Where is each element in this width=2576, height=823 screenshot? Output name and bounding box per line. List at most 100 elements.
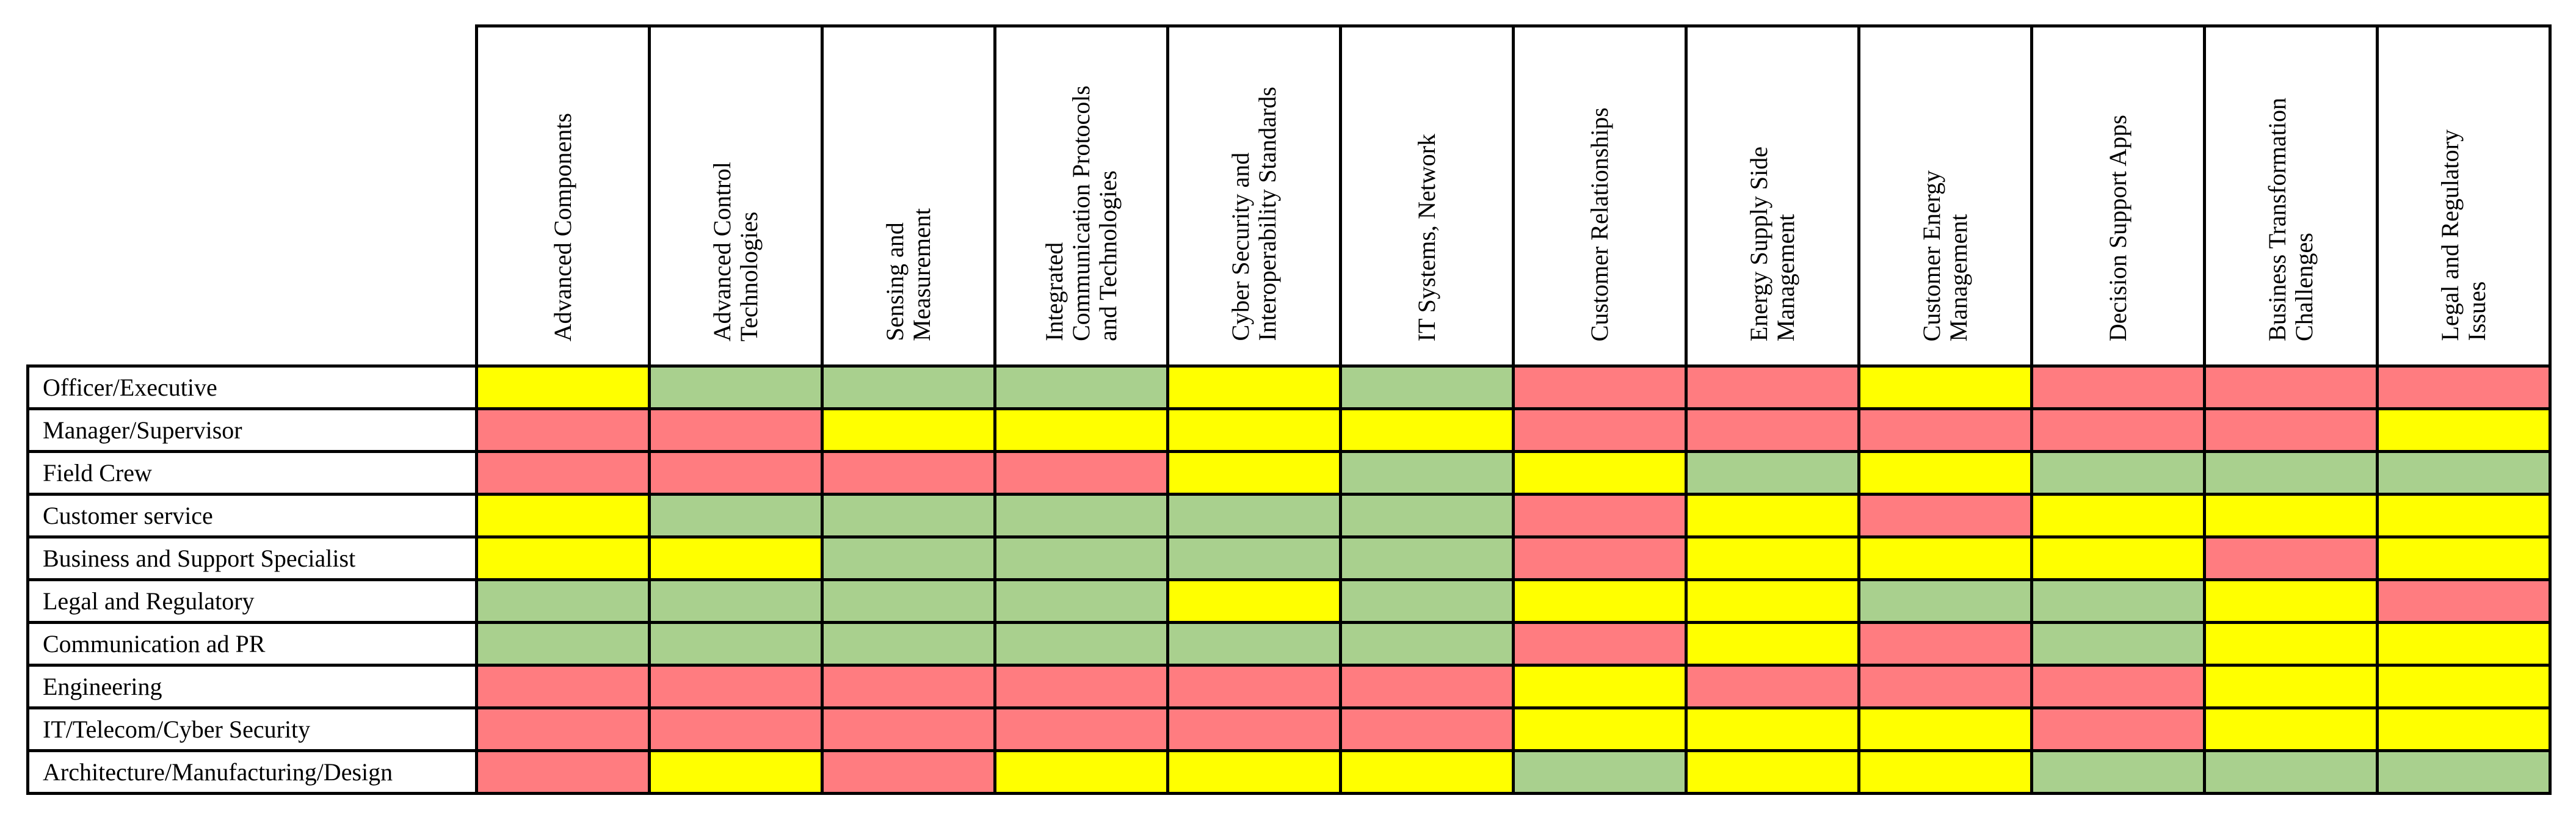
matrix-cell <box>1685 621 1860 667</box>
corner-cell <box>27 26 477 366</box>
column-header-label: IT Systems, Network <box>1413 133 1440 341</box>
column-header: Customer Relationships <box>1512 24 1688 368</box>
matrix-cell <box>475 578 651 624</box>
matrix-cell <box>1512 664 1688 709</box>
matrix-cell <box>648 535 824 581</box>
column-header-label: Advanced Control Technologies <box>708 161 763 341</box>
column-header-label: Legal and Regulatory Issues <box>2436 129 2491 341</box>
matrix-cell <box>475 706 651 752</box>
matrix-cell <box>993 535 1169 581</box>
row-header: Communication ad PR <box>26 621 478 667</box>
matrix-cell <box>821 578 996 624</box>
column-header: Legal and Regulatory Issues <box>2376 24 2552 368</box>
column-header: IT Systems, Network <box>1339 24 1515 368</box>
matrix-cell <box>648 749 824 795</box>
column-header-label: Energy Supply Side Management <box>1745 146 1799 341</box>
column-header-label: Sensing and Measurement <box>881 208 935 341</box>
matrix-cell <box>821 450 996 496</box>
matrix-cell <box>2203 621 2379 667</box>
matrix-cell <box>2376 535 2552 581</box>
matrix-cell <box>1339 450 1515 496</box>
column-header-row: Advanced Components Advanced Control Tech… <box>27 24 2552 368</box>
matrix-cell <box>1339 364 1515 410</box>
column-header-label: Customer Relationships <box>1586 107 1613 341</box>
table-row: Customer service <box>26 493 2552 538</box>
matrix-cell <box>1685 493 1860 538</box>
skills-matrix-table: Advanced Components Advanced Control Tech… <box>26 24 2552 795</box>
column-header: Business Transformation Challenges <box>2203 24 2379 368</box>
matrix-cell <box>1857 364 2033 410</box>
matrix-cell <box>821 621 996 667</box>
matrix-cell <box>1685 364 1860 410</box>
matrix-cell <box>2030 493 2206 538</box>
matrix-cell <box>475 407 651 453</box>
matrix-cell <box>1685 706 1860 752</box>
column-header: Decision Support Apps <box>2030 24 2206 368</box>
matrix-cell <box>648 364 824 410</box>
column-header-label: Business Transformation Challenges <box>2263 98 2318 341</box>
matrix-cell <box>648 450 824 496</box>
matrix-cell <box>475 621 651 667</box>
column-header-label: Advanced Components <box>549 112 576 341</box>
column-header: Customer Energy Management <box>1857 24 2033 368</box>
matrix-cell <box>1166 407 1342 453</box>
matrix-cell <box>993 621 1169 667</box>
matrix-cell <box>1512 749 1688 795</box>
matrix-cell <box>1512 364 1688 410</box>
matrix-cell <box>475 749 651 795</box>
matrix-cell <box>821 493 996 538</box>
matrix-cell <box>475 493 651 538</box>
matrix-cell <box>2376 706 2552 752</box>
matrix-cell <box>475 364 651 410</box>
matrix-cell <box>1339 749 1515 795</box>
matrix-cell <box>1166 664 1342 709</box>
matrix-cell <box>1685 749 1860 795</box>
matrix-cell <box>1339 407 1515 453</box>
matrix-cell <box>1857 493 2033 538</box>
matrix-cell <box>2203 578 2379 624</box>
matrix-cell <box>2030 364 2206 410</box>
matrix-cell <box>2376 450 2552 496</box>
matrix-cell <box>648 578 824 624</box>
matrix-cell <box>1339 578 1515 624</box>
matrix-cell <box>1512 535 1688 581</box>
column-header-label: Integrated Communication Protocols and T… <box>1040 85 1122 341</box>
matrix-cell <box>2376 364 2552 410</box>
table-row: IT/Telecom/Cyber Security <box>26 706 2552 752</box>
matrix-cell <box>1166 749 1342 795</box>
table-row: Business and Support Specialist <box>26 535 2552 581</box>
matrix-cell <box>1512 493 1688 538</box>
table-row: Field Crew <box>26 450 2552 496</box>
matrix-cell <box>1857 535 2033 581</box>
matrix-cell <box>2203 364 2379 410</box>
matrix-cell <box>2030 749 2206 795</box>
column-header: Sensing and Measurement <box>821 24 996 368</box>
matrix-cell <box>2030 450 2206 496</box>
matrix-cell <box>1339 535 1515 581</box>
matrix-cell <box>648 706 824 752</box>
column-header: Advanced Components <box>475 24 651 368</box>
row-header: Field Crew <box>26 450 478 496</box>
matrix-cell <box>1685 450 1860 496</box>
table-row: Communication ad PR <box>26 621 2552 667</box>
matrix-cell <box>1685 535 1860 581</box>
matrix-cell <box>2376 493 2552 538</box>
row-header: Legal and Regulatory <box>26 578 478 624</box>
table-row: Engineering <box>26 664 2552 709</box>
row-header: Architecture/Manufacturing/Design <box>26 749 478 795</box>
column-header-label: Decision Support Apps <box>2104 114 2132 341</box>
matrix-cell <box>2203 535 2379 581</box>
matrix-cell <box>648 407 824 453</box>
matrix-cell <box>2376 407 2552 453</box>
matrix-cell <box>821 664 996 709</box>
row-header: Customer service <box>26 493 478 538</box>
table-row: Architecture/Manufacturing/Design <box>26 749 2552 795</box>
matrix-cell <box>1512 450 1688 496</box>
matrix-cell <box>1857 407 2033 453</box>
column-header: Energy Supply Side Management <box>1685 24 1860 368</box>
matrix-cell <box>1857 664 2033 709</box>
matrix-cell <box>1339 706 1515 752</box>
matrix-cell <box>821 364 996 410</box>
column-header-label: Customer Energy Management <box>1918 170 1972 341</box>
row-header: Business and Support Specialist <box>26 535 478 581</box>
